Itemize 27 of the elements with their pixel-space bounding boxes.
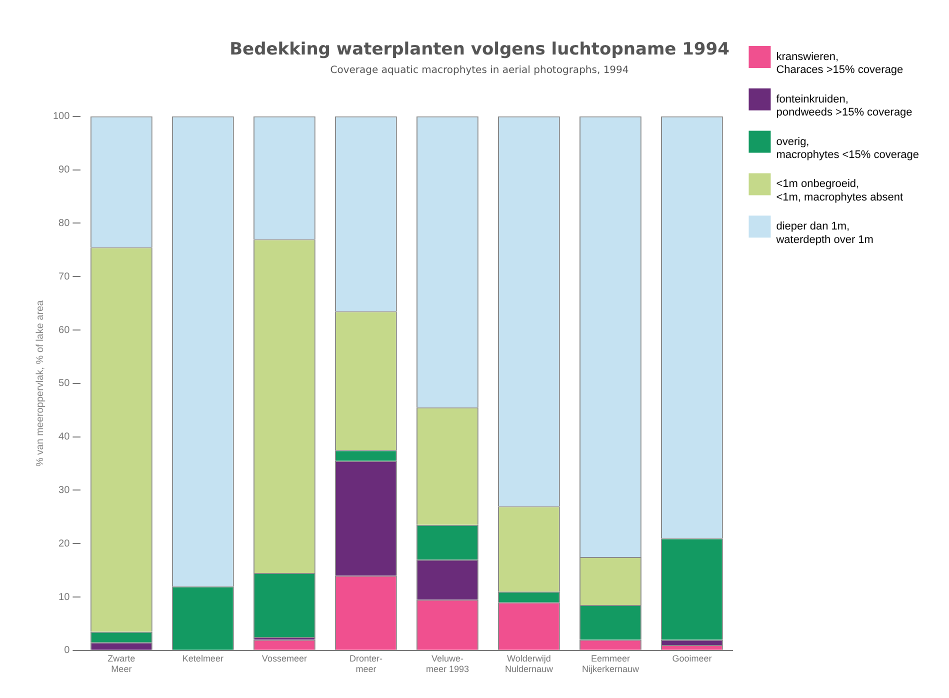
- legend-label: kranswieren, Characes >15% coverage: [776, 51, 904, 76]
- x-tick-label: Dronter- meer: [349, 653, 382, 674]
- legend-label: dieper dan 1m, waterdepth over 1m: [775, 220, 874, 246]
- y-tick-label: 100: [52, 111, 70, 122]
- x-tick-label: Eemmeer Nijkerkernauw: [582, 653, 640, 674]
- y-tick-label: 20: [58, 538, 70, 550]
- y-tick-label: 60: [58, 324, 70, 336]
- y-tick-label: 30: [58, 484, 70, 496]
- x-tick-label: Wolderwijd Nuldernauw: [504, 653, 554, 674]
- x-tick-label: Zwarte Meer: [108, 653, 136, 674]
- x-tick-label: Ketelmeer: [182, 653, 224, 664]
- legend-label: <1m onbegroeid, <1m, macrophytes absent: [776, 178, 904, 204]
- y-axis-title: % van meeroppervlak, % of lake area: [34, 300, 46, 466]
- x-tick-label: Veluwe- meer 1993: [426, 653, 469, 674]
- legend-label: overig, macrophytes <15% coverage: [776, 136, 920, 162]
- y-tick-label: 10: [58, 592, 70, 603]
- y-tick-label: 50: [58, 378, 70, 390]
- chart-title: Bedekking waterplanten volgens luchtopname 1994: [230, 40, 730, 60]
- y-tick-label: 0: [64, 645, 70, 656]
- y-tick-label: 80: [58, 218, 70, 229]
- x-tick-label: Gooimeer: [672, 653, 712, 664]
- y-tick-label: 40: [58, 432, 70, 443]
- y-tick-label: 70: [58, 271, 70, 282]
- x-tick-label: Vossemeer: [262, 653, 307, 664]
- legend-label: fonteinkruiden, pondweeds >15% coverage: [776, 93, 912, 119]
- y-tick-label: 90: [58, 164, 70, 176]
- chart-subtitle: Coverage aquatic macrophytes in aerial photographs, 1994: [330, 64, 629, 76]
